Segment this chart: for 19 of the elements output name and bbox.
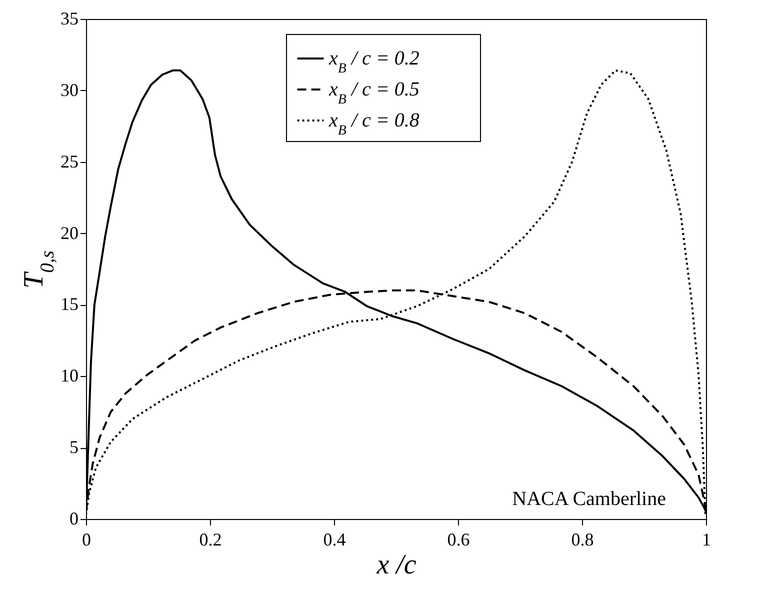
annotation: NACA Camberline [512,488,666,510]
x-tick-label: 0.4 [323,530,346,550]
x-tick-label: 0 [82,530,91,550]
y-tick-label: 35 [60,8,78,28]
y-tick-label: 20 [60,222,78,243]
legend-label: x$_{B}$ / c = 0.2 [328,48,420,76]
y-tick-label: 15 [60,294,78,314]
legend-label: x$_{B}$ / c = 0.5 [328,78,420,107]
x-tick-label: 0.6 [447,530,470,550]
legend-label: x$_{B}$ / c = 0.8 [328,110,420,138]
x-tick-label: 1 [702,530,711,550]
y-tick-label: 5 [70,437,78,458]
x-tick-label: 0.2 [199,530,222,550]
x-axis-title: x /c [376,550,417,580]
y-tick-label: 30 [60,80,78,100]
y-tick-label: 0 [70,508,78,528]
y-tick-label: 10 [60,366,78,386]
x-tick-label: 0.8 [571,530,594,550]
y-tick-label: 25 [60,151,78,172]
